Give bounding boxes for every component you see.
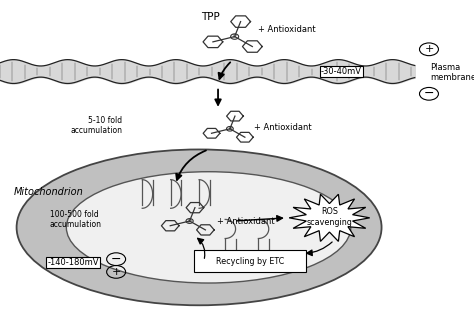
- Text: P: P: [188, 218, 191, 224]
- Text: +: +: [424, 44, 434, 54]
- Text: 100-500 fold
accumulation: 100-500 fold accumulation: [50, 210, 102, 229]
- Text: -140-180mV: -140-180mV: [48, 258, 99, 267]
- Text: Mitochondrion: Mitochondrion: [13, 187, 83, 197]
- Text: −: −: [111, 253, 121, 266]
- Text: +: +: [111, 267, 121, 277]
- Text: 5-10 fold
accumulation: 5-10 fold accumulation: [70, 116, 122, 135]
- FancyBboxPatch shape: [194, 250, 306, 272]
- Text: + Antioxidant: + Antioxidant: [254, 123, 311, 132]
- Text: P: P: [228, 126, 232, 131]
- Polygon shape: [289, 194, 370, 241]
- Text: + Antioxidant: + Antioxidant: [217, 217, 275, 225]
- Text: + Antioxidant: + Antioxidant: [258, 25, 316, 34]
- Text: Recycling by ETC: Recycling by ETC: [216, 257, 284, 266]
- Text: −: −: [424, 87, 434, 100]
- Ellipse shape: [66, 172, 351, 283]
- Text: -30-40mV: -30-40mV: [321, 67, 362, 76]
- Text: ROS
scavenging: ROS scavenging: [307, 207, 352, 227]
- Ellipse shape: [17, 149, 382, 305]
- Text: P: P: [233, 34, 237, 39]
- Text: Plasma
membrane: Plasma membrane: [430, 63, 474, 82]
- Text: TPP: TPP: [201, 12, 219, 23]
